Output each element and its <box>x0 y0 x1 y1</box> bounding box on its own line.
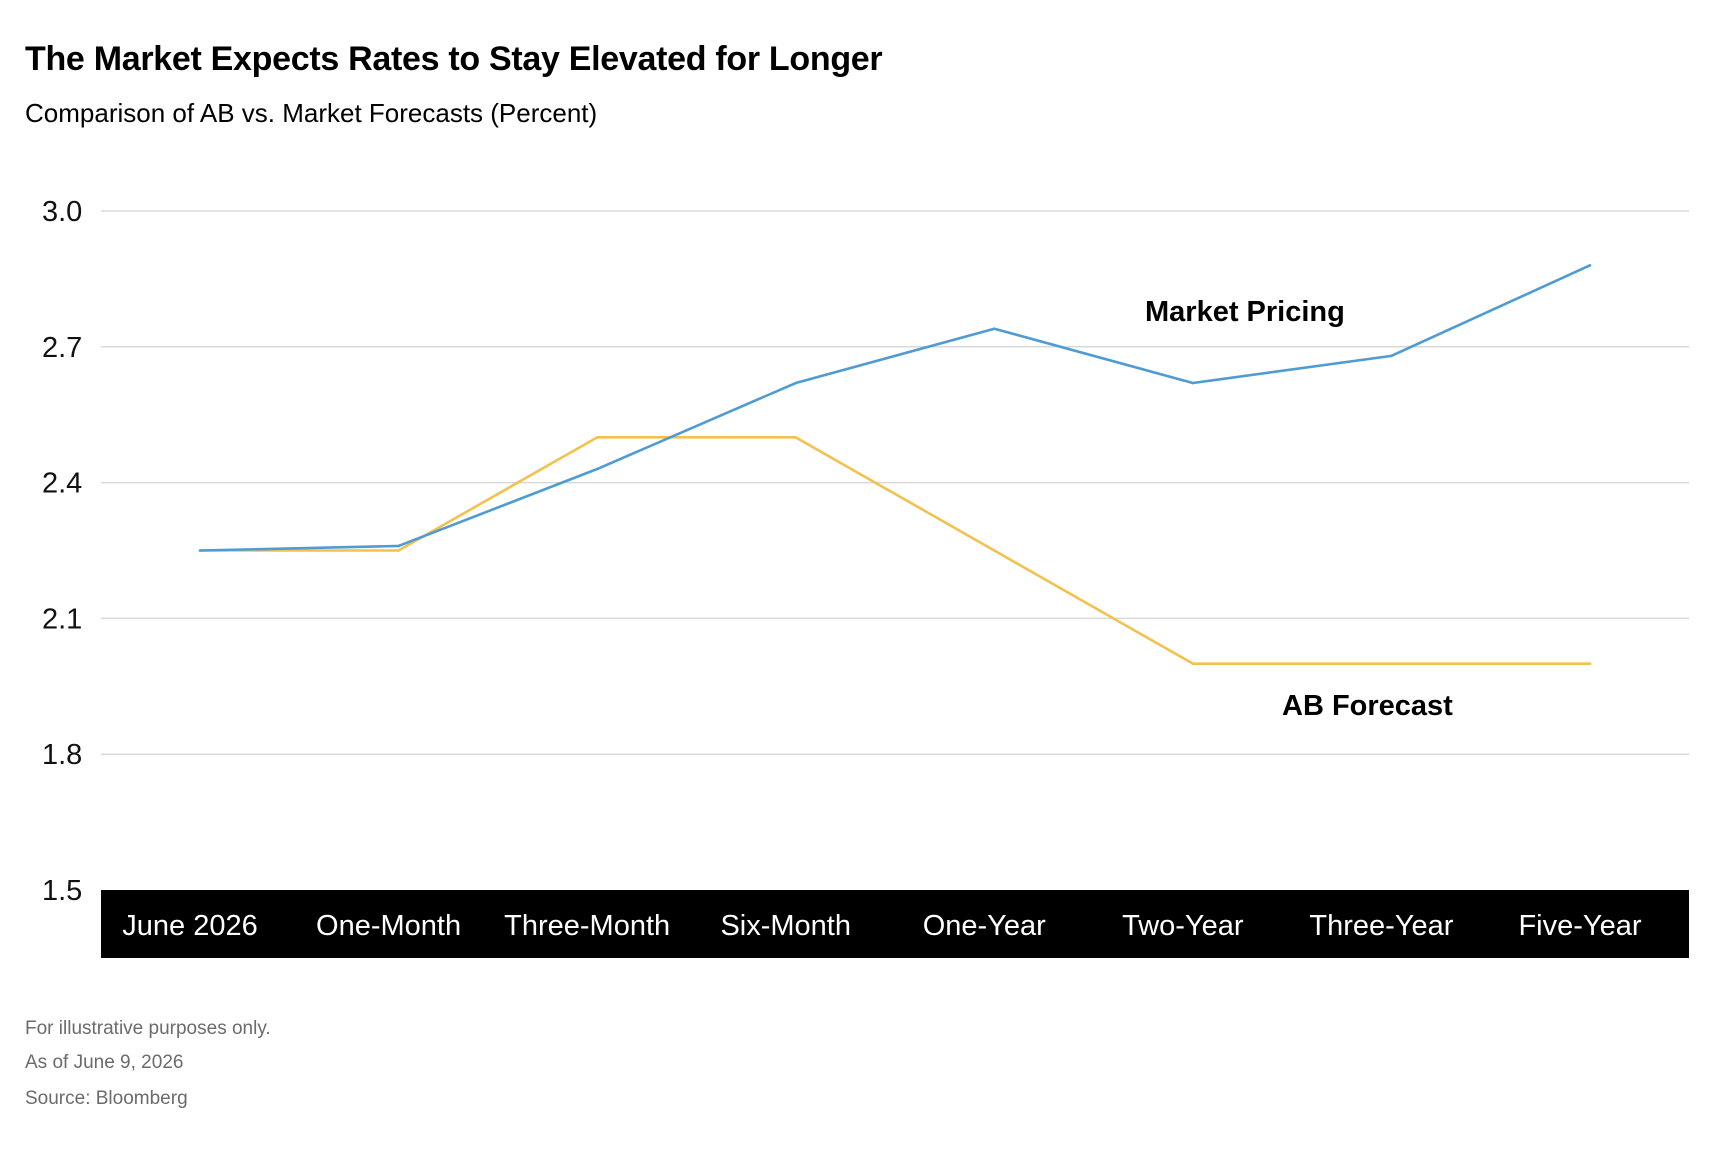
y-axis-ticks: 3.0 2.7 2.4 2.1 1.8 1.5 <box>42 196 82 907</box>
y-tick-label: 2.1 <box>42 603 82 635</box>
data-point <box>198 549 202 552</box>
series-label-ab-forecast: AB Forecast <box>1282 690 1453 722</box>
y-tick-label: 1.5 <box>42 875 82 907</box>
series-line-market-pricing <box>199 264 1591 552</box>
data-point <box>1588 662 1592 665</box>
data-point <box>794 381 798 385</box>
y-tick-label: 1.8 <box>42 739 82 771</box>
footnote-illustrative: For illustrative purposes only. <box>25 1018 271 1039</box>
data-point <box>1390 662 1393 665</box>
data-point <box>595 467 599 471</box>
data-point <box>1588 264 1592 267</box>
footnote-date: As of June 9, 2026 <box>25 1052 184 1073</box>
data-point <box>397 544 400 548</box>
series-label-market-pricing: Market Pricing <box>1145 296 1345 328</box>
y-tick-label: 2.7 <box>42 332 82 364</box>
series-labels: Market Pricing AB Forecast <box>1145 296 1453 722</box>
data-point <box>1191 662 1195 665</box>
x-tick-label: Two-Year <box>1122 910 1244 942</box>
series-line-ab-forecast <box>200 436 1590 665</box>
y-tick-label: 2.4 <box>42 468 82 500</box>
chart-subtitle: Comparison of AB vs. Market Forecasts (P… <box>25 98 598 128</box>
x-tick-label: June 2026 <box>122 910 257 942</box>
data-point <box>1191 381 1195 385</box>
data-point <box>794 436 798 439</box>
data-point <box>992 549 996 552</box>
data-point <box>992 327 996 330</box>
x-tick-label: Five-Year <box>1518 910 1641 942</box>
y-tick-label: 3.0 <box>42 196 82 228</box>
footnote-source: Source: Bloomberg <box>25 1088 188 1109</box>
series-lines <box>198 264 1592 665</box>
grid-lines <box>101 210 1689 755</box>
x-axis-ticks: June 2026 One-Month Three-Month Six-Month On… <box>122 910 1642 942</box>
chart-title: The Market Expects Rates to Stay Elevate… <box>25 40 883 78</box>
x-tick-label: One-Year <box>923 910 1046 942</box>
x-tick-label: Three-Year <box>1309 910 1453 942</box>
data-point <box>397 549 400 552</box>
data-point <box>1390 354 1393 358</box>
x-tick-label: Six-Month <box>720 910 851 942</box>
x-tick-label: One-Month <box>316 910 461 942</box>
x-axis-band <box>101 890 1689 958</box>
data-point <box>595 436 599 439</box>
x-tick-label: Three-Month <box>504 910 670 942</box>
